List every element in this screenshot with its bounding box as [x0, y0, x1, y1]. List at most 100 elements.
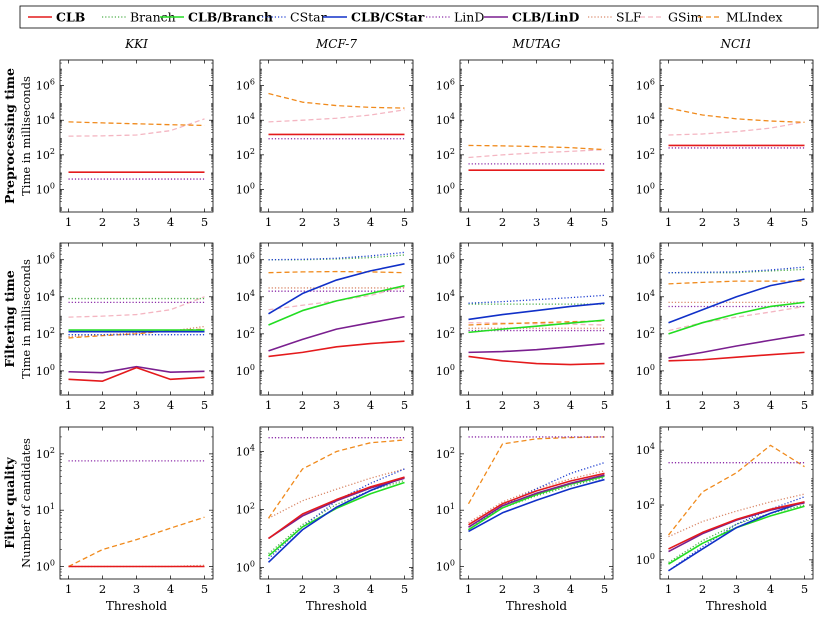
series-line-clb-branch [668, 301, 805, 335]
x-tick-label-1: 1 [265, 398, 272, 412]
series-line-mlindex [268, 92, 405, 109]
y-tick-label-10-2: 102 [436, 147, 455, 162]
y-tick-label-10-4: 104 [636, 289, 655, 304]
y-tick-label-10-4: 104 [36, 289, 55, 304]
x-tick-label-5: 5 [801, 398, 808, 412]
y-tick-label-10-0: 100 [36, 559, 55, 574]
series-line-branch [668, 504, 805, 564]
series-line-branch [268, 254, 405, 261]
series-line-clb-branch [267, 481, 405, 557]
x-axis-label: Threshold [506, 599, 568, 613]
legend: CLB Branch CLB/Branch CStar CLB/CStar LinD CLB… [19, 5, 819, 29]
series-line-clb-lind [468, 474, 605, 528]
y-tick-label-10-4: 104 [636, 112, 655, 127]
plot-frame [459, 59, 614, 213]
plot-frame [659, 59, 814, 213]
series-group [68, 296, 205, 382]
x-axis-label: Threshold [106, 599, 168, 613]
x-tick-label-2: 2 [99, 398, 106, 412]
x-tick-label-5: 5 [601, 398, 608, 412]
y-tick-label-10-6: 106 [236, 78, 255, 93]
column-title-nci1: NCI1 [719, 37, 752, 51]
series-line-clb-lind [468, 342, 605, 354]
series-group [68, 460, 205, 568]
x-tick-label-3: 3 [533, 582, 540, 596]
series-line-clb [668, 501, 805, 550]
x-tick-label-4: 4 [767, 215, 774, 229]
row-label-filter-quality: Filter quality [2, 457, 17, 549]
y-tick-label-10-4: 104 [436, 289, 455, 304]
x-tick-label-1: 1 [665, 398, 672, 412]
series-group [667, 444, 805, 572]
y-tick-label-10-6: 106 [636, 78, 655, 93]
y-tick-label-10-2: 102 [636, 326, 655, 341]
series-line-cstar [468, 461, 605, 531]
x-tick-label-2: 2 [299, 215, 306, 229]
y-tick-label-10-6: 106 [236, 252, 255, 267]
series-line-gsim [668, 305, 805, 332]
series-line-gsim [468, 322, 605, 326]
legend-label-mlindex: MLIndex [726, 10, 783, 25]
x-tick-label-4: 4 [167, 398, 174, 412]
y-tick-label-10-2: 102 [36, 446, 55, 461]
x-tick-label-2: 2 [499, 582, 506, 596]
series-line-clb-lind [68, 365, 205, 374]
y-tick-label-10-0: 100 [236, 363, 255, 378]
panel-kki-row-2: 1 2 3 4 5 100 102 104 106 [36, 242, 214, 412]
x-tick-label-2: 2 [699, 398, 706, 412]
plot-frame [459, 242, 614, 396]
x-tick-label-4: 4 [367, 398, 374, 412]
series-line-clb-branch [468, 319, 605, 334]
series-line-clb-cstar [267, 476, 405, 563]
y-tick-label-10-6: 106 [36, 78, 55, 93]
y-tick-label-10-0: 100 [436, 363, 455, 378]
row-label-preprocessing-time: Preprocessing time [2, 68, 17, 204]
series-group [668, 266, 805, 362]
x-tick-label-1: 1 [465, 215, 472, 229]
series-line-clb [668, 351, 805, 362]
y-tick-label-10-2: 102 [436, 446, 455, 461]
series-line-clb [268, 340, 405, 358]
series-line-slf [268, 468, 405, 519]
series-line-slf [68, 325, 205, 338]
series-line-clb-cstar [468, 302, 605, 321]
y-tick-label-10-2: 102 [36, 147, 55, 162]
y-tick-label-10-2: 102 [36, 326, 55, 341]
x-tick-label-1: 1 [265, 215, 272, 229]
series-line-clb-lind [268, 477, 405, 540]
series-line-branch [268, 479, 405, 555]
legend-label-gsim: GSim [668, 10, 703, 25]
series-group [268, 92, 405, 140]
panel-kki-row-1: 1 2 3 4 5 100 102 104 106 [36, 59, 214, 229]
x-tick-label-3: 3 [533, 398, 540, 412]
series-group [668, 107, 805, 149]
x-tick-label-5: 5 [201, 582, 208, 596]
series-group [468, 294, 605, 366]
x-tick-label-4: 4 [167, 215, 174, 229]
x-tick-label-2: 2 [299, 398, 306, 412]
y-tick-label-10-0: 100 [236, 559, 255, 574]
legend-label-clb: CLB [56, 10, 85, 25]
y-tick-label-10-4: 104 [236, 444, 255, 459]
x-tick-label-3: 3 [333, 398, 340, 412]
y-tick-label-10-0: 100 [236, 181, 255, 196]
plot-frame [659, 426, 814, 580]
y-tick-label-10-0: 100 [36, 181, 55, 196]
x-tick-label-3: 3 [533, 215, 540, 229]
series-line-gsim [68, 118, 205, 137]
series-group [468, 144, 605, 171]
column-titles: KKI MCF-7 MUTAG NCI1 [124, 37, 752, 51]
plot-frame [59, 59, 214, 213]
panel-mcf-7-row-1: 1 2 3 4 5 100 102 104 106 [236, 59, 414, 229]
x-tick-label-3: 3 [133, 582, 140, 596]
panels: 1 2 3 4 5 100 102 104 106 1 2 3 4 5 100 102 104 106 1 2 3 4 5 1… [36, 59, 814, 613]
y-tick-label-10-6: 106 [36, 252, 55, 267]
series-line-clb-cstar [268, 263, 405, 315]
x-axis-label: Threshold [706, 599, 768, 613]
y-axis-label-row-2: Time in milliseconds [19, 259, 33, 379]
y-tick-label-10-0: 100 [436, 181, 455, 196]
series-line-cstar [668, 266, 805, 274]
series-line-clb-branch [468, 475, 605, 531]
x-tick-label-3: 3 [333, 215, 340, 229]
